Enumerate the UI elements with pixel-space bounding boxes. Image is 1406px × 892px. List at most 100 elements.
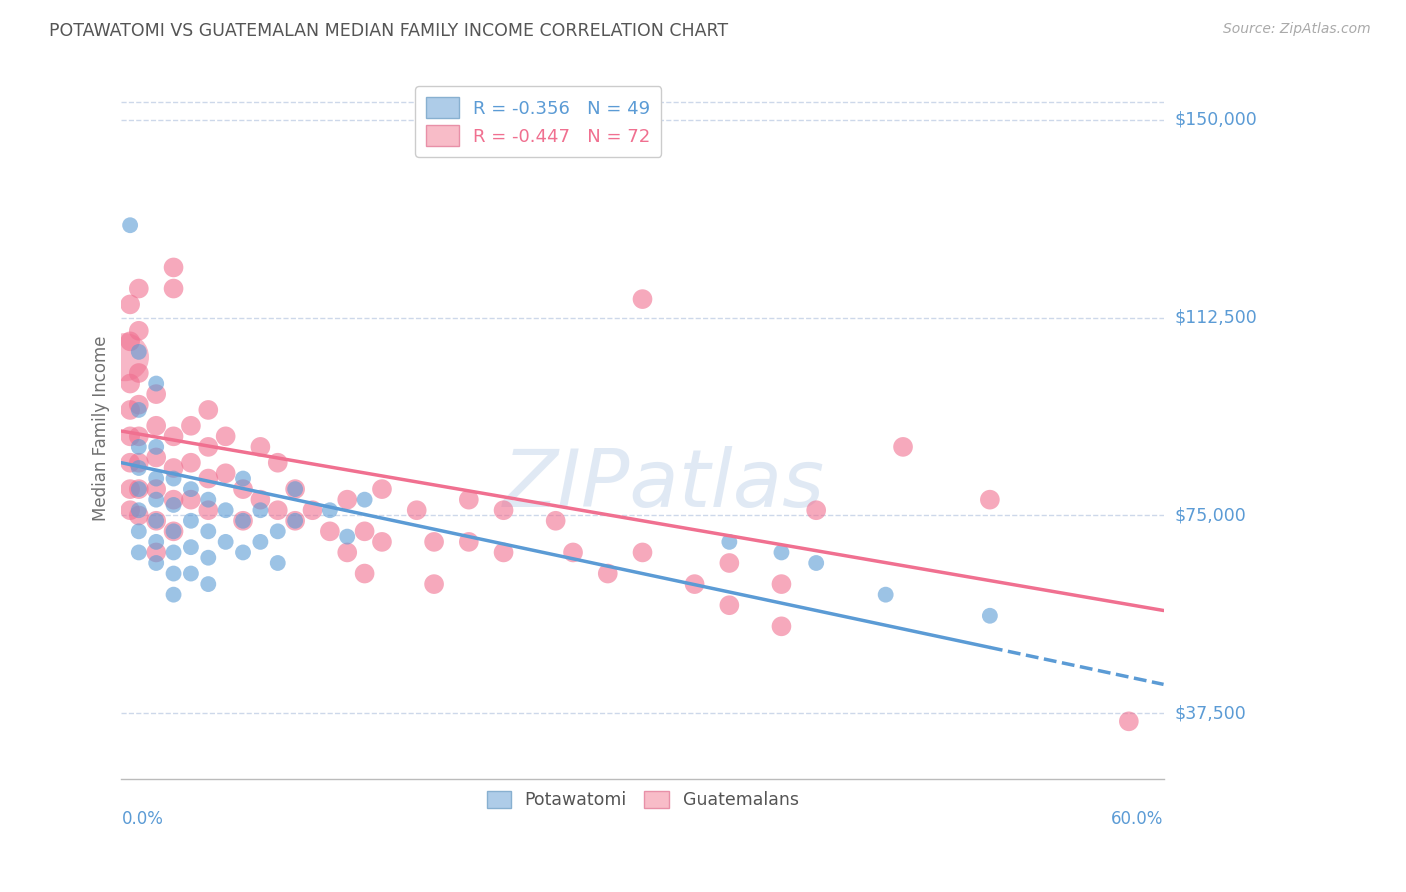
- Point: [492, 503, 515, 517]
- Point: [1118, 714, 1140, 729]
- Point: [492, 545, 515, 559]
- Point: [267, 524, 290, 539]
- Point: [232, 482, 254, 496]
- Point: [596, 566, 619, 581]
- Point: [120, 334, 142, 349]
- Point: [162, 524, 184, 539]
- Point: [718, 556, 741, 570]
- Point: [770, 577, 793, 591]
- Point: [162, 281, 184, 295]
- Point: [162, 566, 184, 581]
- Point: [128, 366, 150, 380]
- Point: [405, 503, 427, 517]
- Point: [353, 492, 375, 507]
- Point: [128, 524, 150, 539]
- Point: [145, 418, 167, 433]
- Point: [145, 534, 167, 549]
- Point: [145, 482, 167, 496]
- Point: [718, 598, 741, 612]
- Point: [145, 545, 167, 559]
- Point: [180, 418, 202, 433]
- Point: [197, 577, 219, 591]
- Point: [145, 514, 167, 528]
- Point: [979, 608, 1001, 623]
- Point: [120, 482, 142, 496]
- Point: [128, 403, 150, 417]
- Point: [806, 556, 828, 570]
- Point: [214, 467, 236, 481]
- Y-axis label: Median Family Income: Median Family Income: [93, 335, 110, 521]
- Point: [180, 540, 202, 554]
- Point: [197, 403, 219, 417]
- Point: [631, 545, 654, 559]
- Point: [114, 350, 136, 364]
- Point: [214, 429, 236, 443]
- Point: [128, 461, 150, 475]
- Point: [162, 461, 184, 475]
- Point: [128, 440, 150, 454]
- Point: [128, 508, 150, 523]
- Point: [214, 503, 236, 517]
- Point: [128, 281, 150, 295]
- Point: [145, 450, 167, 465]
- Point: [214, 534, 236, 549]
- Point: [806, 503, 828, 517]
- Point: [197, 524, 219, 539]
- Point: [180, 456, 202, 470]
- Point: [232, 471, 254, 485]
- Point: [423, 577, 446, 591]
- Point: [128, 482, 150, 496]
- Point: [120, 456, 142, 470]
- Point: [197, 471, 219, 485]
- Text: POTAWATOMI VS GUATEMALAN MEDIAN FAMILY INCOME CORRELATION CHART: POTAWATOMI VS GUATEMALAN MEDIAN FAMILY I…: [49, 22, 728, 40]
- Point: [249, 440, 271, 454]
- Point: [128, 545, 150, 559]
- Point: [301, 503, 323, 517]
- Point: [232, 545, 254, 559]
- Text: 0.0%: 0.0%: [121, 810, 163, 828]
- Point: [145, 514, 167, 528]
- Point: [162, 429, 184, 443]
- Point: [371, 534, 394, 549]
- Point: [631, 292, 654, 306]
- Point: [120, 503, 142, 517]
- Text: $112,500: $112,500: [1174, 309, 1257, 326]
- Point: [353, 566, 375, 581]
- Point: [162, 492, 184, 507]
- Point: [145, 387, 167, 401]
- Point: [145, 376, 167, 391]
- Point: [371, 482, 394, 496]
- Point: [128, 398, 150, 412]
- Point: [180, 492, 202, 507]
- Text: $37,500: $37,500: [1174, 705, 1247, 723]
- Point: [423, 534, 446, 549]
- Text: Source: ZipAtlas.com: Source: ZipAtlas.com: [1223, 22, 1371, 37]
- Point: [128, 324, 150, 338]
- Point: [249, 534, 271, 549]
- Legend: Potawatomi, Guatemalans: Potawatomi, Guatemalans: [479, 784, 806, 816]
- Point: [120, 218, 142, 232]
- Point: [145, 440, 167, 454]
- Point: [718, 534, 741, 549]
- Point: [162, 524, 184, 539]
- Point: [891, 440, 914, 454]
- Point: [544, 514, 567, 528]
- Point: [120, 297, 142, 311]
- Point: [875, 588, 897, 602]
- Point: [319, 524, 342, 539]
- Point: [457, 534, 479, 549]
- Text: 60.0%: 60.0%: [1111, 810, 1164, 828]
- Text: $150,000: $150,000: [1174, 111, 1257, 128]
- Point: [562, 545, 585, 559]
- Point: [197, 503, 219, 517]
- Point: [128, 456, 150, 470]
- Point: [979, 492, 1001, 507]
- Point: [683, 577, 706, 591]
- Point: [162, 260, 184, 275]
- Point: [180, 566, 202, 581]
- Point: [267, 456, 290, 470]
- Point: [249, 492, 271, 507]
- Point: [267, 556, 290, 570]
- Point: [267, 503, 290, 517]
- Text: ZIPatlas: ZIPatlas: [502, 446, 824, 524]
